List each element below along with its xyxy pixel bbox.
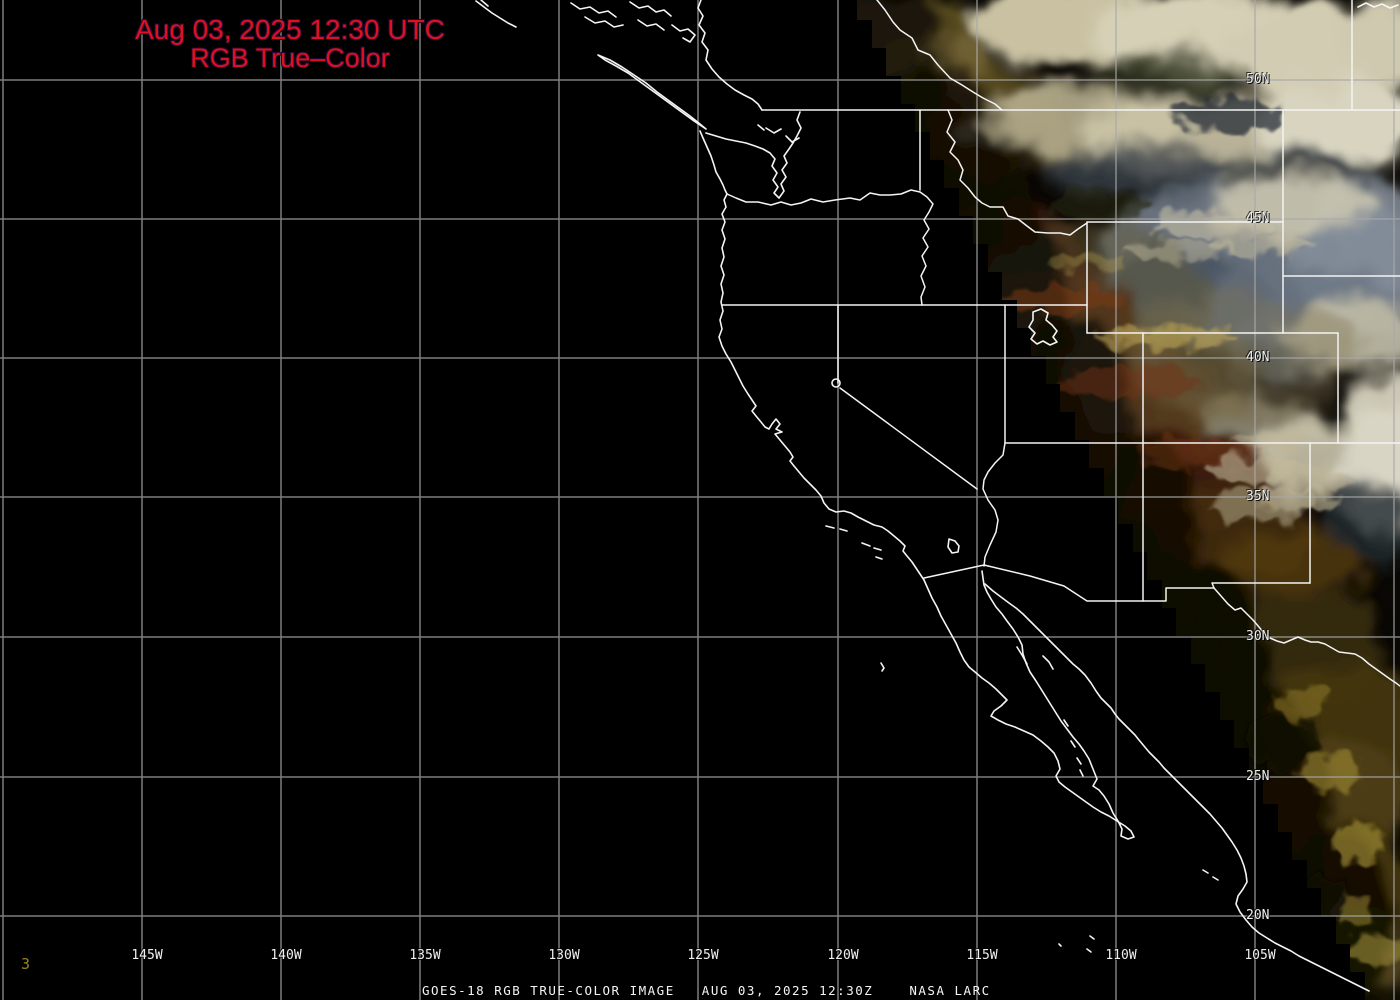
lat-label-50n: 50N — [1246, 72, 1270, 87]
lat-label-25n: 25N — [1246, 769, 1270, 784]
lat-label-40n: 40N — [1246, 350, 1270, 365]
lon-label-135w: 135W — [409, 948, 441, 963]
lon-label-115w: 115W — [966, 948, 998, 963]
lat-label-20n: 20N — [1246, 908, 1270, 923]
lon-label-140w: 140W — [270, 948, 302, 963]
lat-label-35n: 35N — [1246, 489, 1270, 504]
lon-label-110w: 110W — [1105, 948, 1137, 963]
lon-label-125w: 125W — [687, 948, 719, 963]
lon-label-145w: 145W — [131, 948, 163, 963]
lat-label-30n: 30N — [1246, 629, 1270, 644]
image-caption: GOES-18 RGB TRUE-COLOR IMAGE AUG 03, 202… — [422, 983, 991, 998]
lat-label-45n: 45N — [1246, 211, 1270, 226]
lon-label-130w: 130W — [548, 948, 580, 963]
product-title: RGB True–Color — [190, 43, 390, 73]
state-borders — [721, 0, 1400, 687]
coastlines — [475, 0, 1399, 992]
lon-label-120w: 120W — [827, 948, 859, 963]
lon-label-105w: 105W — [1244, 948, 1276, 963]
timestamp-title: Aug 03, 2025 12:30 UTC — [135, 14, 445, 45]
frame-number: 3 — [21, 955, 31, 973]
